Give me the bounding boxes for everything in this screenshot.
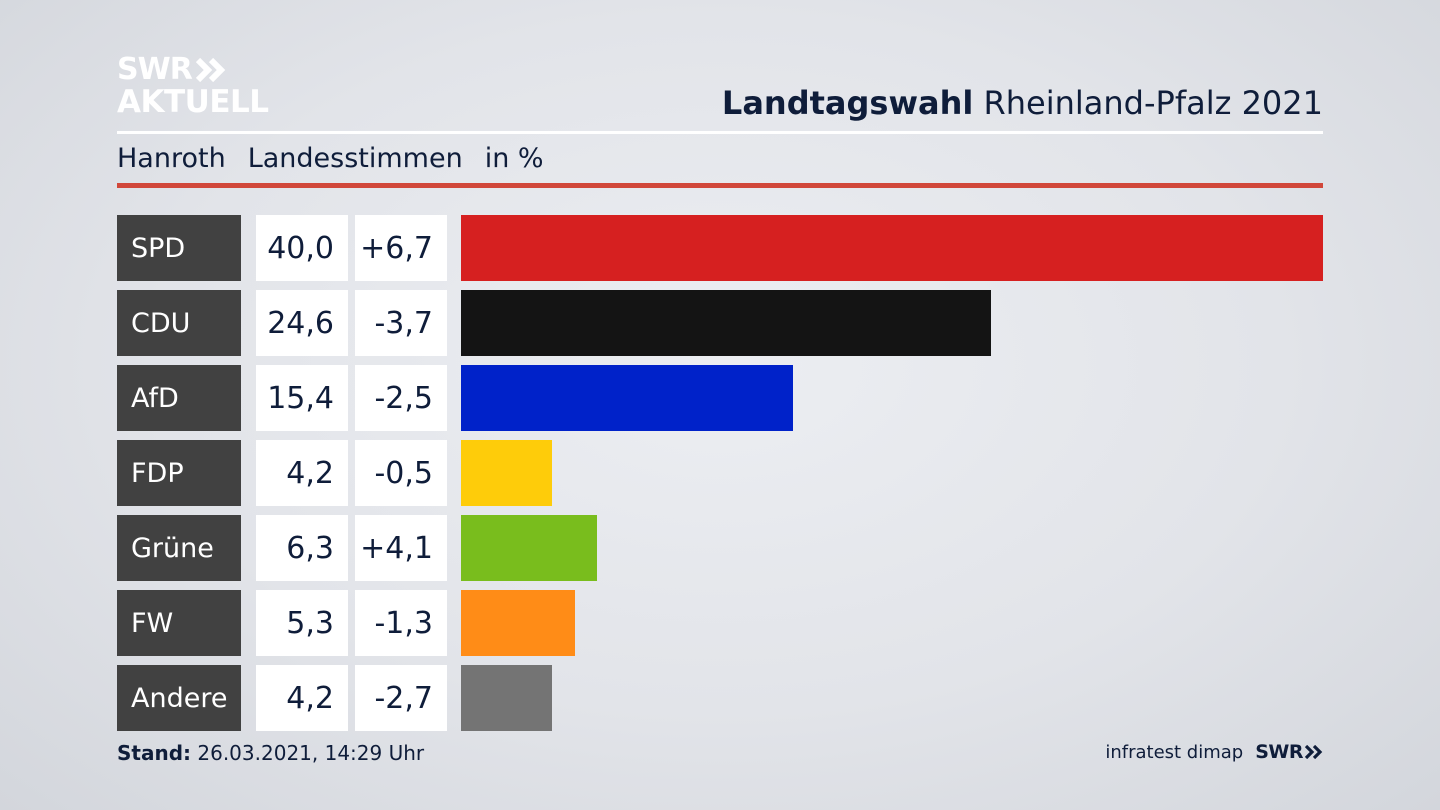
party-label: FDP — [117, 440, 241, 506]
value-label: 6,3 — [256, 515, 348, 581]
double-chevron-small-icon — [1305, 745, 1323, 759]
subtitle-divider — [117, 183, 1323, 188]
bar-spd — [461, 215, 1323, 281]
title-bold: Landtagswahl — [721, 84, 974, 122]
change-label: +6,7 — [355, 215, 447, 281]
swr-footer-text: SWR — [1255, 741, 1303, 763]
bar-fw — [461, 590, 575, 656]
party-label: FW — [117, 590, 241, 656]
bar-andere — [461, 665, 552, 731]
double-chevron-icon — [195, 58, 226, 82]
swr-footer-logo: SWR — [1255, 741, 1323, 763]
value-label: 5,3 — [256, 590, 348, 656]
party-label: Andere — [117, 665, 241, 731]
logo-swr-text: SWR — [117, 52, 193, 87]
change-label: -3,7 — [355, 290, 447, 356]
change-label: -1,3 — [355, 590, 447, 656]
subtitle: Hanroth Landesstimmen in % — [117, 143, 566, 174]
change-label: -2,7 — [355, 665, 447, 731]
party-label: CDU — [117, 290, 241, 356]
bar-fdp — [461, 440, 552, 506]
stand-value: 26.03.2021, 14:29 Uhr — [197, 741, 425, 765]
chart-row: FDP 4,2 -0,5 — [117, 440, 1323, 506]
stand-label: Stand: — [117, 741, 192, 765]
title-rest: Rheinland-Pfalz 2021 — [983, 84, 1323, 122]
measure-label: Landesstimmen — [247, 143, 463, 174]
page-title: Landtagswahl Rheinland-Pfalz 2021 — [722, 84, 1323, 122]
change-label: +4,1 — [355, 515, 447, 581]
chart-row: Andere 4,2 -2,7 — [117, 665, 1323, 731]
timestamp: Stand: 26.03.2021, 14:29 Uhr — [117, 741, 424, 765]
value-label: 4,2 — [256, 440, 348, 506]
party-label: AfD — [117, 365, 241, 431]
chart-row: SPD 40,0 +6,7 — [117, 215, 1323, 281]
chart-row: FW 5,3 -1,3 — [117, 590, 1323, 656]
value-label: 24,6 — [256, 290, 348, 356]
unit-label: in % — [484, 143, 544, 174]
change-label: -0,5 — [355, 440, 447, 506]
logo-aktuell-text: AKTUELL — [117, 84, 269, 120]
header-divider — [117, 131, 1323, 134]
footer-credits: infratest dimap SWR — [1105, 741, 1323, 763]
bar-afd — [461, 365, 793, 431]
change-label: -2,5 — [355, 365, 447, 431]
source-label: infratest dimap — [1105, 741, 1244, 763]
value-label: 40,0 — [256, 215, 348, 281]
chart-row: AfD 15,4 -2,5 — [117, 365, 1323, 431]
party-label: Grüne — [117, 515, 241, 581]
bar-gr-ne — [461, 515, 597, 581]
value-label: 15,4 — [256, 365, 348, 431]
region-label: Hanroth — [117, 143, 226, 174]
party-label: SPD — [117, 215, 241, 281]
bar-cdu — [461, 290, 991, 356]
chart-row: Grüne 6,3 +4,1 — [117, 515, 1323, 581]
swr-aktuell-logo: SWR AKTUELL — [117, 54, 269, 118]
chart-row: CDU 24,6 -3,7 — [117, 290, 1323, 356]
value-label: 4,2 — [256, 665, 348, 731]
